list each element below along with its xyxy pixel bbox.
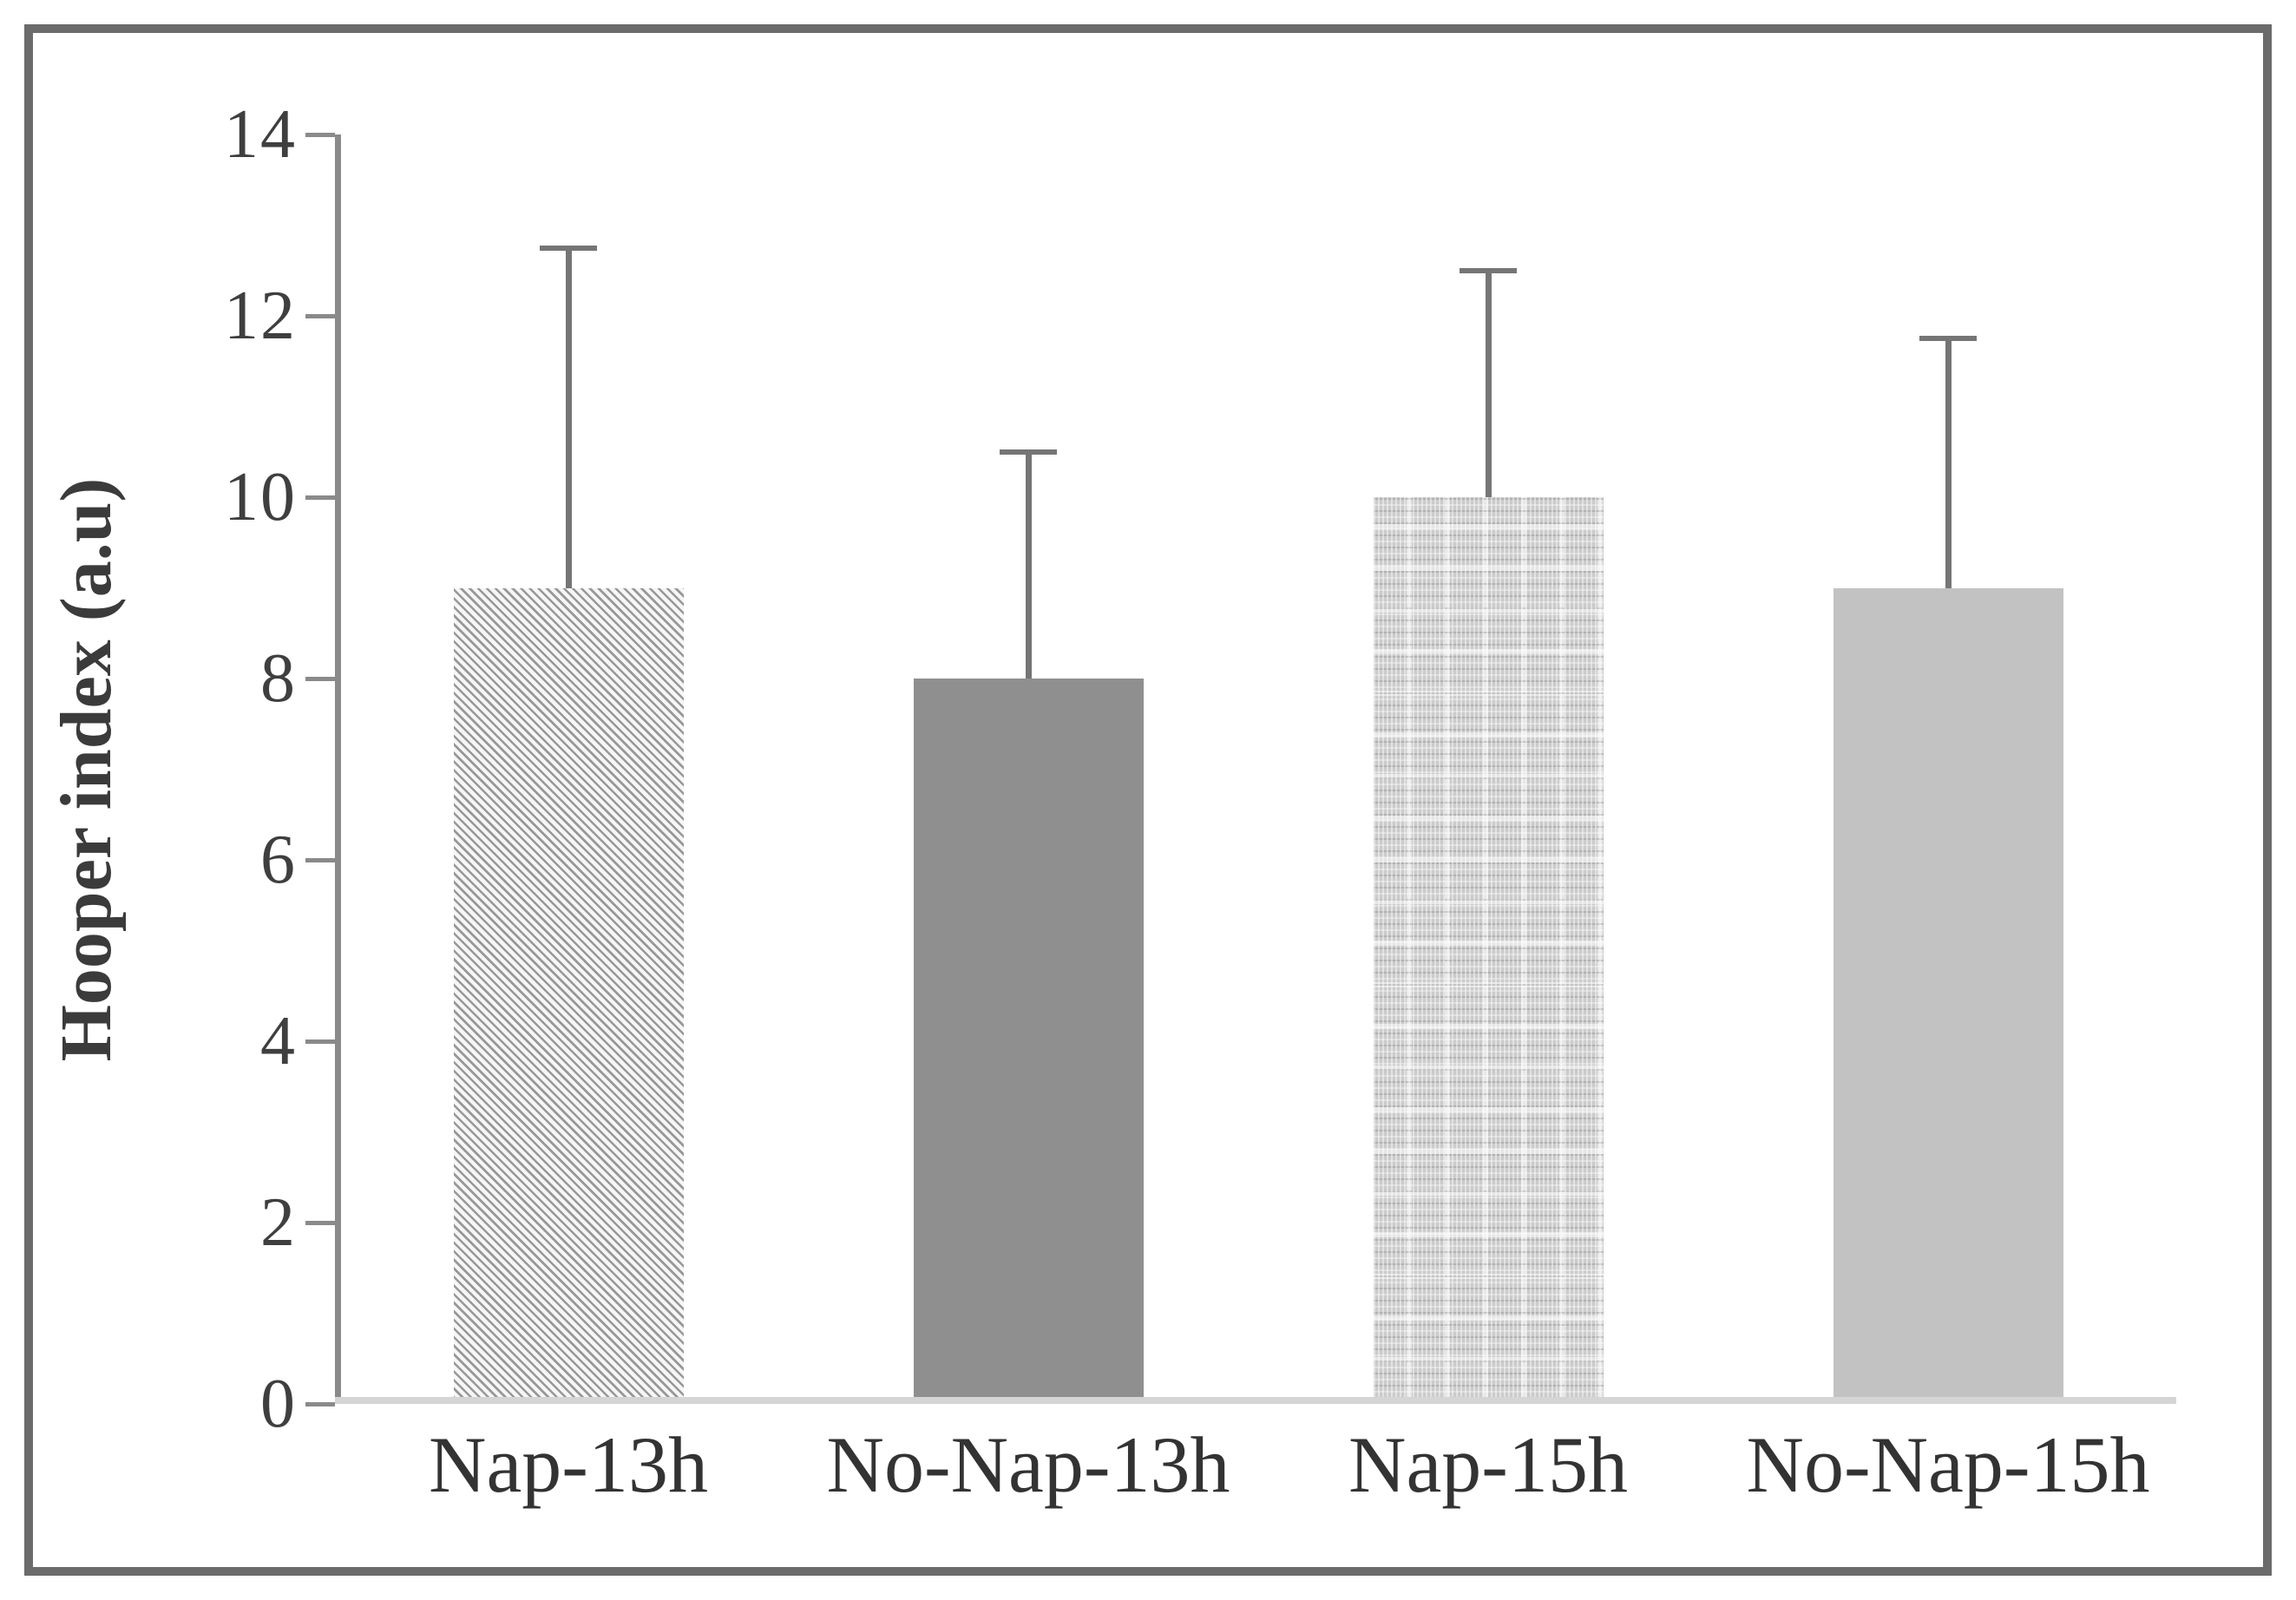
y-tick-label: 2 [260,1184,297,1261]
y-tick-label: 14 [224,96,297,173]
x-axis-line [335,1397,2176,1404]
y-axis-tick [305,495,335,500]
error-bar-cap-nap-15h [1460,267,1517,273]
y-tick-label: 12 [224,278,297,354]
y-axis-line [335,134,341,1404]
bar-nap-15h [1373,497,1604,1399]
y-tick-label: 10 [224,459,297,535]
x-category-label-no-nap-15h: No-Nap-15h [1746,1420,2150,1509]
y-axis-tick [305,1401,335,1407]
y-axis-tick [305,857,335,862]
error-bar-stem-nap-15h [1485,270,1492,497]
y-tick-label: 6 [260,822,297,898]
y-axis-tick [305,313,335,318]
bar-nap-13h [453,587,684,1399]
x-category-label-nap-13h: Nap-13h [429,1420,708,1509]
x-category-label-no-nap-13h: No-Nap-13h [826,1420,1230,1509]
error-bar-cap-no-nap-13h [1000,449,1057,455]
y-axis-tick [305,1039,335,1044]
x-category-label-nap-15h: Nap-15h [1348,1420,1628,1509]
bar-no-nap-13h [913,679,1144,1399]
y-tick-label: 8 [260,640,297,717]
y-tick-label: 0 [260,1366,297,1442]
error-bar-stem-no-nap-15h [1945,338,1952,588]
error-bar-cap-nap-13h [540,245,597,251]
y-axis-tick [305,132,335,137]
error-bar-stem-no-nap-13h [1025,451,1032,679]
y-tick-label: 4 [260,1003,297,1079]
error-bar-cap-no-nap-15h [1919,336,1977,342]
bar-no-nap-15h [1833,587,2063,1399]
error-bar-stem-nap-13h [565,247,572,588]
y-axis-title: Hooper index (a.u) [46,477,127,1061]
y-axis-tick [305,1220,335,1225]
y-axis-tick [305,676,335,681]
